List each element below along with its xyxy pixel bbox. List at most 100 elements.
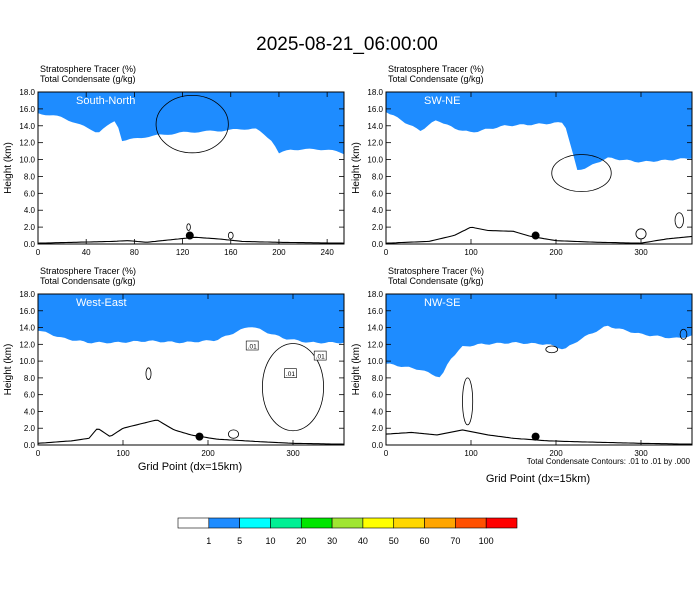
y-tick-label: 2.0 — [24, 223, 36, 232]
colorbar-swatch — [455, 517, 487, 529]
y-tick-label: 8.0 — [372, 172, 384, 181]
condensate-contour — [635, 228, 647, 240]
y-tick-label: 14.0 — [367, 122, 383, 131]
footnote: Total Condensate Contours: .01 to .01 by… — [527, 457, 691, 466]
x-tick-label: 0 — [384, 248, 389, 257]
y-tick-label: 4.0 — [372, 206, 384, 215]
panel-3: 0.0 2.0 4.0 6.0 8.0 10.0 12.0 14.0 16.0 18.0 0 100 2… — [351, 266, 693, 458]
x-tick-label: 0 — [36, 449, 41, 458]
location-marker — [531, 432, 540, 441]
y-tick-label: 6.0 — [372, 391, 384, 400]
colorbar-label: 50 — [389, 536, 399, 546]
y-tick-label: 6.0 — [372, 189, 384, 198]
panel-header-line: Stratosphere Tracer (%) — [40, 64, 136, 74]
plot-frame — [385, 293, 693, 446]
x-tick-label: 240 — [320, 248, 334, 257]
panel-0: 0.0 2.0 4.0 6.0 8.0 10.0 12.0 14.0 16.0 18.0 0 40 80… — [3, 64, 345, 257]
y-tick-label: 6.0 — [24, 189, 36, 198]
panel-name: NW-SE — [424, 297, 460, 309]
condensate-contour — [227, 429, 239, 439]
contour-label: .01 — [313, 350, 327, 361]
x-tick-label: 80 — [130, 248, 139, 257]
y-tick-label: 6.0 — [24, 391, 36, 400]
x-tick-label: 200 — [272, 248, 286, 257]
y-tick-label: 0.0 — [372, 441, 384, 450]
y-tick-label: 8.0 — [24, 374, 36, 383]
condensate-contour — [186, 223, 191, 231]
tracer-band-1 — [386, 92, 692, 170]
colorbar-swatch — [270, 517, 302, 529]
y-tick-label: 0.0 — [24, 441, 36, 450]
condensate-contour — [145, 367, 152, 380]
condensate-contour — [674, 212, 684, 229]
xlabel-right: Grid Point (dx=15km) — [486, 473, 590, 485]
y-tick-label: 4.0 — [24, 206, 36, 215]
y-tick-label: 2.0 — [372, 424, 384, 433]
xlabel-left: Grid Point (dx=15km) — [138, 461, 242, 473]
y-tick-label: 0.0 — [372, 240, 384, 249]
contour-label: .01 — [245, 340, 259, 351]
y-tick-label: 2.0 — [24, 424, 36, 433]
x-tick-label: 120 — [176, 248, 190, 257]
colorbar-swatch — [485, 517, 518, 529]
colorbar-swatch — [300, 517, 333, 529]
x-tick-label: 0 — [384, 449, 389, 458]
y-tick-label: 10.0 — [19, 357, 35, 366]
svg-text:.01: .01 — [316, 354, 325, 361]
y-axis-label: Height (km) — [3, 142, 14, 194]
x-tick-label: 200 — [201, 449, 215, 458]
plot-frame — [37, 293, 345, 446]
colorbar-label: 5 — [237, 536, 242, 546]
y-tick-label: 16.0 — [367, 307, 383, 316]
colorbar-label: 40 — [358, 536, 368, 546]
colorbar-swatch — [208, 517, 240, 529]
panel-1: 0.0 2.0 4.0 6.0 8.0 10.0 12.0 14.0 16.0 18.0 0 100 2… — [351, 64, 693, 257]
colorbar-label: 70 — [450, 536, 460, 546]
y-tick-label: 14.0 — [19, 122, 35, 131]
condensate-contour — [462, 377, 474, 426]
location-marker — [195, 432, 204, 441]
panel-header-line: Total Condensate (g/kg) — [388, 74, 484, 84]
condensate-contour — [261, 343, 324, 432]
colorbar-label: 60 — [420, 536, 430, 546]
x-tick-label: 160 — [224, 248, 238, 257]
panel-name: South-North — [76, 95, 135, 107]
condensate-contour — [679, 328, 688, 340]
y-tick-label: 8.0 — [372, 374, 384, 383]
y-tick-label: 18.0 — [367, 88, 383, 97]
x-tick-label: 200 — [549, 449, 563, 458]
y-tick-label: 16.0 — [19, 307, 35, 316]
y-tick-label: 12.0 — [19, 340, 35, 349]
colorbar-label: 20 — [296, 536, 306, 546]
panel-name: SW-NE — [424, 95, 460, 107]
y-tick-label: 8.0 — [24, 172, 36, 181]
y-tick-label: 12.0 — [19, 139, 35, 148]
y-tick-label: 2.0 — [372, 223, 384, 232]
condensate-contour — [551, 154, 612, 193]
panel-header-line: Stratosphere Tracer (%) — [388, 266, 484, 276]
y-tick-label: 10.0 — [367, 357, 383, 366]
condensate-contour — [155, 94, 229, 154]
svg-text:.01: .01 — [286, 371, 295, 378]
y-tick-label: 18.0 — [19, 290, 35, 299]
plot-frame — [385, 91, 693, 245]
panel-header-line: Stratosphere Tracer (%) — [388, 64, 484, 74]
location-marker — [185, 231, 194, 240]
x-tick-label: 300 — [634, 449, 648, 458]
x-tick-label: 300 — [286, 449, 300, 458]
condensate-contour — [545, 345, 559, 354]
y-tick-label: 16.0 — [367, 105, 383, 114]
colorbar-swatch — [393, 517, 425, 529]
y-tick-label: 12.0 — [367, 340, 383, 349]
colorbar-label: 10 — [265, 536, 275, 546]
plot-frame — [37, 91, 345, 245]
tracer-band-1 — [38, 92, 344, 155]
y-tick-label: 12.0 — [367, 139, 383, 148]
y-tick-label: 4.0 — [372, 407, 384, 416]
colorbar-swatch — [331, 517, 364, 529]
x-tick-label: 100 — [464, 248, 478, 257]
y-tick-label: 14.0 — [367, 324, 383, 333]
y-tick-label: 16.0 — [19, 105, 35, 114]
panels: 0.0 2.0 4.0 6.0 8.0 10.0 12.0 14.0 16.0 18.0 0 40 80… — [3, 64, 693, 458]
